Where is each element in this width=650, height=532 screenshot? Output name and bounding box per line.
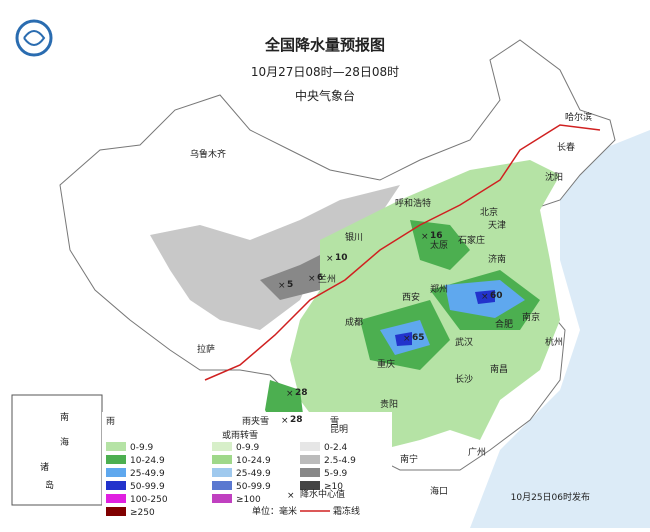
- title: 全国降水量预报图: [264, 36, 385, 54]
- legend-swatch: [106, 442, 126, 451]
- legend-swatch: [212, 468, 232, 477]
- city-label: 南昌: [490, 363, 508, 375]
- legend-swatch: [300, 468, 320, 477]
- inset-label: 岛: [45, 479, 54, 491]
- legend-swatch: [106, 468, 126, 477]
- sea: [470, 130, 650, 528]
- logo: [15, 19, 53, 57]
- legend-label: 2.5-4.9: [324, 456, 356, 466]
- legend-title: 或雨转雪: [222, 429, 258, 441]
- city-label: 成都: [345, 316, 363, 328]
- center-marker: ×: [278, 281, 286, 291]
- city-label: 天津: [488, 220, 506, 231]
- legend-label: 0-2.4: [324, 443, 348, 453]
- legend-label: 5-9.9: [324, 469, 348, 479]
- city-label: 武汉: [455, 336, 473, 348]
- period: 10月27日08时—28日08时: [251, 65, 399, 79]
- city-label: 合肥: [495, 318, 513, 330]
- city-label: 西安: [402, 291, 420, 303]
- center-value: 16: [430, 231, 443, 241]
- legend-label: 0-9.9: [236, 443, 260, 453]
- city-label: 拉萨: [197, 343, 215, 355]
- center-value: 65: [412, 333, 425, 343]
- legend-title: 雪: [330, 416, 339, 427]
- city-label: 南京: [522, 311, 540, 323]
- city-label: 南宁: [400, 453, 418, 465]
- center-value: 60: [490, 291, 503, 301]
- city-label: 广州: [468, 446, 486, 458]
- legend-swatch: [300, 442, 320, 451]
- city-label: 杭州: [545, 336, 563, 348]
- inset-label: 南: [60, 411, 69, 423]
- city-label: 济南: [488, 253, 506, 265]
- legend-frost-label: 霜冻线: [333, 505, 360, 517]
- legend-label: 50-99.9: [130, 482, 165, 492]
- legend-swatch: [212, 442, 232, 451]
- center-marker: ×: [326, 254, 334, 264]
- city-label: 北京: [480, 206, 498, 218]
- center-marker: ×: [286, 389, 294, 399]
- city-label: 呼和浩特: [395, 197, 431, 209]
- city-label: 乌鲁木齐: [190, 148, 226, 160]
- city-label: 长春: [557, 141, 575, 153]
- legend-unit: 单位：毫米: [252, 505, 297, 517]
- center-value: 10: [335, 253, 348, 263]
- legend-swatch: [106, 494, 126, 503]
- inset-label: 诸: [40, 462, 49, 473]
- legend-label: ≥10: [324, 482, 343, 492]
- legend-swatch: [212, 481, 232, 490]
- legend-label: 25-49.9: [236, 469, 271, 479]
- legend-swatch: [300, 481, 320, 490]
- legend-swatch: [212, 455, 232, 464]
- legend-swatch: [106, 455, 126, 464]
- city-label: 哈尔滨: [565, 111, 592, 123]
- legend-label: ≥100: [236, 495, 261, 505]
- legend-swatch: [106, 507, 126, 516]
- legend-swatch: [300, 455, 320, 464]
- center-marker: ×: [421, 232, 429, 242]
- city-label: 长沙: [455, 373, 473, 385]
- city-label: 沈阳: [545, 171, 563, 183]
- city-label: 昆明: [330, 424, 348, 435]
- center-value: 5: [287, 280, 293, 290]
- inset-box: [11, 394, 103, 506]
- center-marker: ×: [403, 334, 411, 344]
- legend-swatch: [212, 494, 232, 503]
- rain-storm: [395, 290, 495, 346]
- legend-label: 25-49.9: [130, 469, 165, 479]
- legend-label: ≥250: [130, 508, 155, 518]
- inset-label: 海: [60, 436, 69, 448]
- legend-box: [102, 412, 392, 520]
- legend-label: 0-9.9: [130, 443, 154, 453]
- center-marker: ×: [281, 416, 289, 426]
- logo-mark: [23, 30, 46, 46]
- frost-line: [204, 124, 601, 381]
- city-label: 太原: [430, 239, 448, 251]
- legend-label: 100-250: [130, 495, 168, 505]
- center-marker: ×: [308, 274, 316, 284]
- city-label: 郑州: [430, 283, 448, 295]
- legend-center-icon: ×: [287, 491, 295, 501]
- legend-title: 雨夹雪: [242, 415, 269, 427]
- issuer: 中央气象台: [295, 88, 355, 103]
- city-label: 石家庄: [458, 234, 485, 246]
- issued: 10月25日06时发布: [511, 491, 590, 503]
- city-label: 兰州: [318, 273, 336, 285]
- city-label: 重庆: [377, 358, 395, 370]
- center-value: 28: [295, 388, 308, 398]
- city-label: 海口: [430, 485, 448, 497]
- legend-swatch: [106, 481, 126, 490]
- city-label: 银川: [345, 231, 363, 243]
- legend-title: 雨: [106, 416, 115, 427]
- center-value: 28: [290, 415, 303, 425]
- legend-label: 10-24.9: [236, 456, 271, 466]
- legend-label: 10-24.9: [130, 456, 165, 466]
- center-marker: ×: [481, 292, 489, 302]
- city-label: 贵阳: [380, 398, 398, 410]
- center-value: 6: [317, 273, 323, 283]
- legend-center-label: 降水中心值: [300, 488, 345, 500]
- legend-label: 50-99.9: [236, 482, 271, 492]
- snow-area: [150, 185, 400, 330]
